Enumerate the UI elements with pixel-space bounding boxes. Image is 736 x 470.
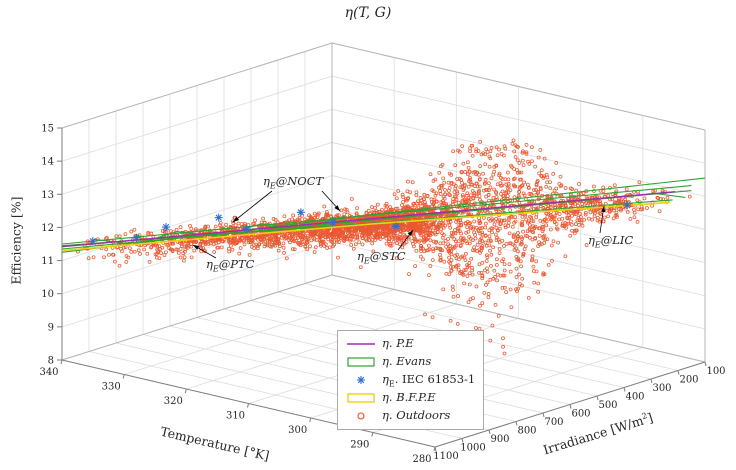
svg-text:400: 400 [625,392,644,403]
legend: η. P.E η. Evans ηE. IEC 61853-1 η. B.F.P… [337,330,484,430]
scatter-outdoors [76,138,692,356]
iec-asterisks [88,201,632,246]
svg-text:300: 300 [652,383,671,394]
legend-label-iec: ηE. IEC 61853-1 [382,371,476,389]
svg-text:10: 10 [41,289,54,300]
svg-text:100: 100 [706,366,725,377]
svg-text:600: 600 [571,409,590,420]
svg-text:1100: 1100 [433,451,458,462]
legend-item-iec: ηE. IEC 61853-1 [345,371,476,389]
legend-label-evans: η. Evans [382,353,432,368]
svg-text:500: 500 [598,400,617,411]
svg-text:320: 320 [164,396,183,407]
legend-marker-iec asterisk-icon [345,374,377,386]
svg-text:280: 280 [412,454,431,465]
model-line-bfpe [61,201,670,252]
legend-label-pe: η. P.E [382,335,414,350]
svg-text:330: 330 [102,382,121,393]
legend-item-pe: η. P.E [345,335,476,353]
legend-marker-outdoors circle-icon [345,410,377,422]
legend-label-outdoors: η. Outdoors [382,407,451,422]
svg-text:200: 200 [679,375,698,386]
svg-text:14: 14 [41,157,54,168]
annotation-label: ηE@PTC [206,257,255,274]
z-axis-label: Efficiency [%] [8,196,24,285]
legend-item-evans: η. Evans [345,353,476,371]
model-line-pe [61,191,676,248]
svg-text:700: 700 [544,417,563,428]
annotation-label: ηE@STC [357,249,406,266]
annotation-arrows [192,190,606,259]
chart-title: η(T, G) [344,5,392,21]
svg-text:300: 300 [288,425,307,436]
svg-text:11: 11 [41,256,54,267]
annotation-label: ηE@NOCT [263,174,324,191]
legend-marker-evans [345,356,377,368]
legend-item-outdoors: η. Outdoors [345,407,476,425]
svg-text:9: 9 [48,322,54,333]
svg-text:1000: 1000 [460,443,485,454]
svg-text:340: 340 [39,367,58,378]
legend-label-bfpe: η. B.F.P.E [382,389,436,404]
svg-text:8: 8 [48,356,54,367]
svg-text:310: 310 [226,411,245,422]
svg-text:15: 15 [41,123,54,134]
legend-marker-pe [345,338,377,350]
legend-marker-bfpe [345,392,377,404]
svg-text:290: 290 [350,440,369,451]
svg-text:800: 800 [517,426,536,437]
legend-item-bfpe: η. B.F.P.E [345,389,476,407]
svg-text:13: 13 [41,190,54,201]
svg-text:900: 900 [490,434,509,445]
svg-text:12: 12 [41,223,54,234]
annotation-label: ηE@LIC [588,233,634,250]
